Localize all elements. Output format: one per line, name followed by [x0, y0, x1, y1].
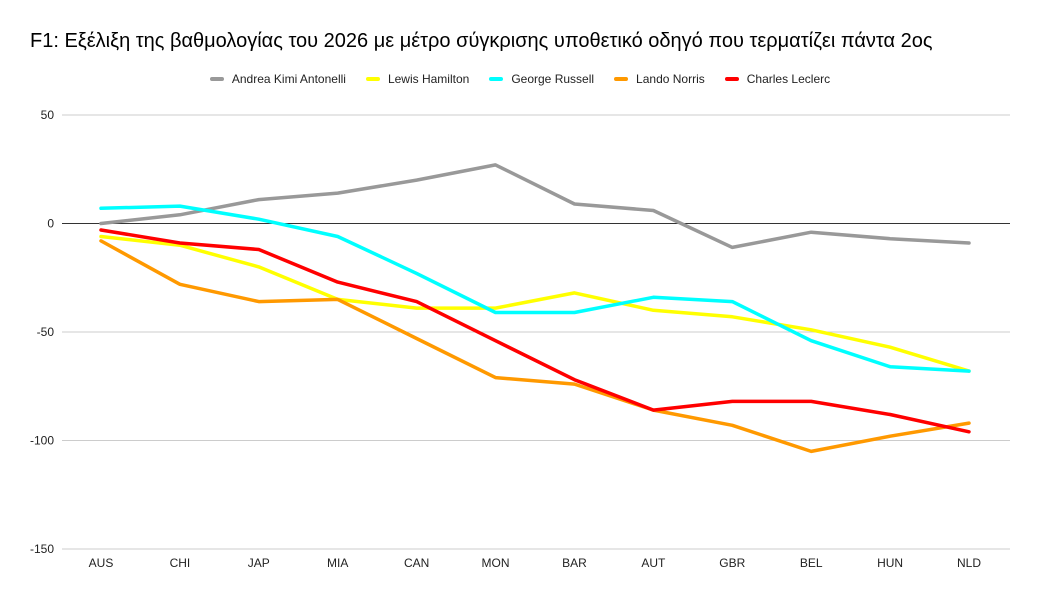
x-tick-label: GBR — [719, 556, 745, 570]
y-tick-label: -150 — [30, 542, 54, 556]
legend-label-antonelli: Andrea Kimi Antonelli — [231, 72, 346, 86]
x-tick-label: CAN — [404, 556, 429, 570]
legend-item-hamilton[interactable]: Lewis Hamilton — [365, 72, 470, 86]
series-line-lando-norris — [99, 239, 971, 454]
legend-swatch-antonelli — [209, 77, 224, 81]
series-line-charles-leclerc — [99, 228, 971, 434]
chart-title: F1: Εξέλιξη της βαθμολογίας του 2026 με … — [30, 30, 933, 52]
x-tick-label: MIA — [327, 556, 348, 570]
legend-item-antonelli[interactable]: Andrea Kimi Antonelli — [209, 72, 346, 86]
x-tick-label: BAR — [562, 556, 587, 570]
legend-label-leclerc: Charles Leclerc — [746, 72, 831, 86]
x-tick-label: NLD — [957, 556, 981, 570]
y-tick-label: 50 — [41, 108, 55, 122]
legend-swatch-norris — [614, 77, 629, 81]
legend-label-norris: Lando Norris — [636, 72, 705, 86]
chart-legend: Andrea Kimi Antonelli Lewis Hamilton Geo… — [0, 72, 1040, 86]
legend-item-leclerc[interactable]: Charles Leclerc — [724, 72, 831, 86]
x-tick-label: BEL — [800, 556, 823, 570]
x-tick-label: MON — [482, 556, 510, 570]
x-tick-label: HUN — [877, 556, 903, 570]
x-tick-label: AUT — [641, 556, 666, 570]
legend-swatch-hamilton — [365, 77, 380, 81]
series-line-andrea-kimi-antonelli — [99, 163, 971, 250]
legend-swatch-russell — [489, 77, 504, 81]
legend-label-russell: George Russell — [511, 72, 595, 86]
x-tick-label: JAP — [248, 556, 270, 570]
y-tick-label: 0 — [47, 217, 54, 231]
y-tick-label: -50 — [37, 325, 55, 339]
series-line-lewis-hamilton — [99, 234, 971, 373]
legend-swatch-leclerc — [724, 77, 739, 81]
legend-item-norris[interactable]: Lando Norris — [614, 72, 705, 86]
x-tick-label: AUS — [89, 556, 114, 570]
legend-item-russell[interactable]: George Russell — [489, 72, 594, 86]
series-line-george-russell — [99, 204, 971, 373]
y-tick-label: -100 — [30, 434, 54, 448]
x-tick-label: CHI — [170, 556, 191, 570]
legend-label-hamilton: Lewis Hamilton — [387, 72, 470, 86]
